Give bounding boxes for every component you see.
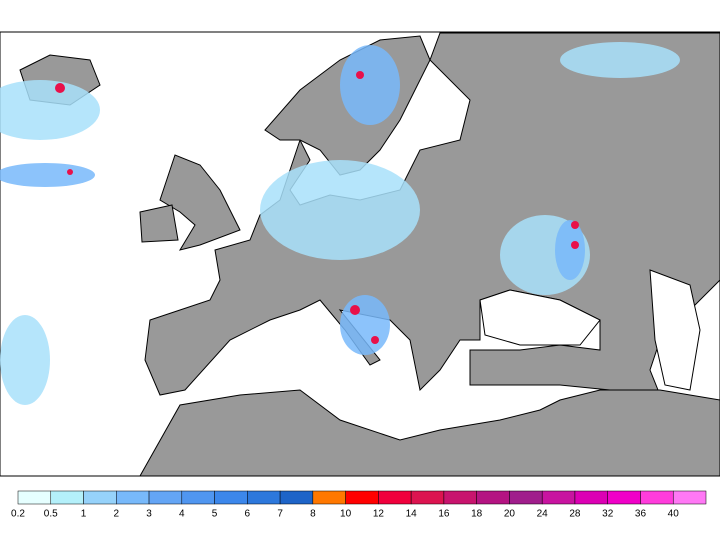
precip-area bbox=[555, 220, 585, 280]
precip-area bbox=[340, 295, 390, 355]
colorbar-box bbox=[247, 490, 281, 505]
colorbar-label: 0.5 bbox=[44, 509, 58, 520]
precip-peak bbox=[571, 221, 579, 229]
colorbar-label: 40 bbox=[668, 509, 680, 520]
colorbar-box bbox=[541, 490, 576, 505]
precip-area bbox=[0, 163, 95, 187]
colorbar-box bbox=[672, 490, 707, 505]
colorbar-box bbox=[50, 490, 84, 505]
precip-peak bbox=[67, 169, 73, 175]
land-africa bbox=[139, 389, 720, 477]
colorbar-label: 5 bbox=[212, 509, 218, 520]
precipitation bbox=[0, 42, 680, 405]
colorbar-box bbox=[476, 490, 510, 505]
precip-area bbox=[0, 80, 100, 140]
colorbar-box bbox=[214, 490, 248, 505]
map bbox=[0, 31, 720, 477]
colorbar-label: 7 bbox=[277, 509, 283, 520]
precip-area bbox=[340, 45, 400, 125]
colorbar: 0.2 0.5 1 2 3 4 5 6 7 8 10 12 14 16 18 20 24 28 32 36 40 bbox=[11, 490, 707, 520]
colorbar-label: 2 bbox=[114, 509, 120, 520]
colorbar-box bbox=[378, 490, 412, 505]
colorbar-box bbox=[509, 490, 543, 505]
colorbar-box bbox=[345, 490, 379, 505]
colorbar-box bbox=[83, 490, 117, 505]
colorbar-label: 1 bbox=[81, 509, 87, 520]
land-ireland bbox=[139, 204, 179, 243]
colorbar-box bbox=[574, 490, 608, 505]
colorbar-box bbox=[312, 490, 346, 505]
land-britain bbox=[159, 154, 241, 251]
precip-peak bbox=[356, 71, 364, 79]
colorbar-box bbox=[607, 490, 641, 505]
sea-black bbox=[479, 289, 601, 346]
colorbar-box bbox=[116, 490, 150, 505]
colorbar-label: 24 bbox=[537, 509, 549, 520]
colorbar-label: 28 bbox=[569, 509, 581, 520]
colorbar-label: 0.2 bbox=[11, 509, 25, 520]
precip-area bbox=[260, 160, 420, 260]
colorbar-label: 18 bbox=[471, 509, 483, 520]
precip-peak bbox=[371, 336, 379, 344]
colorbar-box bbox=[410, 490, 445, 505]
colorbar-label: 14 bbox=[406, 509, 418, 520]
precip-peak bbox=[350, 305, 360, 315]
colorbar-label: 20 bbox=[504, 509, 516, 520]
colorbar-box bbox=[181, 490, 215, 505]
colorbar-label: 3 bbox=[146, 509, 152, 520]
colorbar-label: 6 bbox=[245, 509, 251, 520]
colorbar-label: 36 bbox=[635, 509, 647, 520]
precip-area bbox=[0, 315, 50, 405]
colorbar-box bbox=[17, 490, 52, 505]
colorbar-label: 4 bbox=[179, 509, 185, 520]
colorbar-box bbox=[640, 490, 674, 505]
colorbar-label: 12 bbox=[373, 509, 385, 520]
colorbar-label: 32 bbox=[602, 509, 614, 520]
colorbar-box bbox=[279, 490, 314, 505]
precip-peak bbox=[55, 83, 65, 93]
colorbar-box bbox=[148, 490, 183, 505]
precip-peak bbox=[571, 241, 579, 249]
colorbar-label: 16 bbox=[438, 509, 450, 520]
colorbar-box bbox=[443, 490, 477, 505]
colorbar-label: 10 bbox=[340, 509, 352, 520]
sea-caspian bbox=[649, 269, 701, 391]
precip-area bbox=[560, 42, 680, 78]
colorbar-label: 8 bbox=[310, 509, 316, 520]
